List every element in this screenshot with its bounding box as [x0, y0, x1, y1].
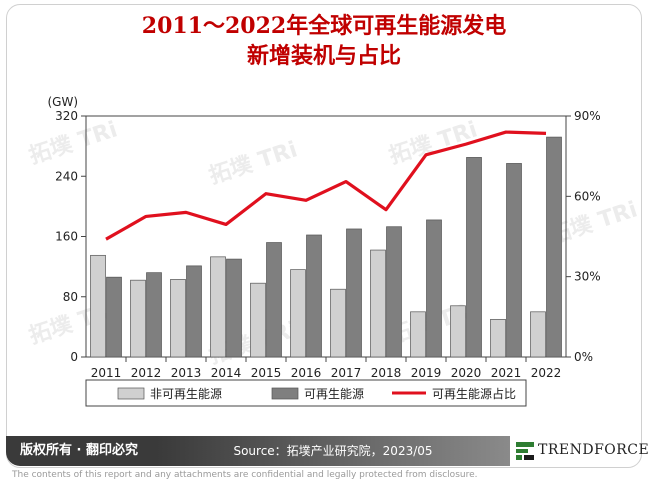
- non-renewable-bar: [450, 305, 466, 358]
- y2-tick-label: 90%: [574, 109, 601, 123]
- trendforce-logo-icon: [516, 442, 534, 460]
- legend-label-renewable: 可再生能源: [304, 387, 364, 401]
- legend-swatch-renewable: [271, 387, 299, 400]
- y2-tick-label: 0%: [574, 350, 593, 364]
- renewable-bar: [106, 276, 122, 358]
- legend-swatch-non-renewable: [117, 387, 145, 400]
- renewable-bar: [546, 136, 562, 358]
- trendforce-logo: TRENDFORCE: [510, 436, 649, 466]
- renewable-bar: [146, 272, 162, 358]
- chart-title: 2011～2022年全球可再生能源发电 新增装机与占比: [7, 11, 641, 71]
- non-renewable-bar: [330, 288, 346, 358]
- y-tick-label: 320: [55, 109, 78, 123]
- renewable-bar: [466, 157, 482, 358]
- non-renewable-bar: [290, 269, 306, 358]
- disclaimer: The contents of this report and any atta…: [12, 470, 478, 480]
- y-tick-label: 240: [55, 169, 78, 183]
- y-tick-label: 0: [70, 350, 78, 364]
- chart-title-line2: 新增装机与占比: [246, 43, 401, 69]
- x-tick-label: 2014: [211, 366, 242, 380]
- source-note: Source：拓墣产业研究院，2023/05: [156, 436, 510, 466]
- x-tick-label: 2013: [171, 366, 202, 380]
- renewable-share-line: [105, 130, 547, 241]
- trendforce-logo-text: TRENDFORCE: [538, 442, 650, 458]
- renewable-bar: [506, 163, 522, 358]
- y-axis-label: (GW): [47, 95, 78, 109]
- y2-tick-label: 60%: [574, 189, 601, 203]
- non-renewable-bar: [490, 318, 506, 358]
- x-tick-label: 2015: [251, 366, 282, 380]
- x-tick-label: 2019: [411, 366, 442, 380]
- non-renewable-bar: [130, 279, 146, 358]
- y-tick-label: 160: [55, 230, 78, 244]
- non-renewable-bar: [410, 311, 426, 358]
- x-tick-label: 2011: [91, 366, 122, 380]
- non-renewable-bar: [210, 256, 226, 358]
- x-tick-label: 2021: [491, 366, 522, 380]
- x-tick-label: 2016: [291, 366, 322, 380]
- footer-bar: 版权所有 · 翻印必究 Source：拓墣产业研究院，2023/05 TREND…: [6, 436, 649, 466]
- x-tick-label: 2022: [531, 366, 562, 380]
- x-tick-label: 2012: [131, 366, 162, 380]
- y-tick-label: 80: [63, 290, 78, 304]
- x-tick-label: 2018: [371, 366, 402, 380]
- renewable-bar: [226, 258, 242, 358]
- renewable-bar: [306, 234, 322, 358]
- x-tick-label: 2020: [451, 366, 482, 380]
- non-renewable-bar: [170, 279, 186, 358]
- renewable-bar: [426, 219, 442, 358]
- non-renewable-bar: [90, 254, 106, 358]
- non-renewable-bar: [370, 249, 386, 358]
- legend-box: [85, 379, 527, 407]
- rights-notice: 版权所有 · 翻印必究: [6, 436, 156, 466]
- legend-label-share: 可再生能源占比: [432, 386, 516, 401]
- non-renewable-bar: [250, 282, 266, 358]
- x-tick-label: 2017: [331, 366, 362, 380]
- y2-tick-label: 30%: [574, 270, 601, 284]
- renewable-bar: [346, 228, 362, 358]
- legend-label-non-renewable: 非可再生能源: [150, 387, 222, 401]
- renewable-bar: [386, 226, 402, 358]
- chart-title-line1: 2011～2022年全球可再生能源发电: [141, 13, 507, 39]
- renewable-bar: [186, 265, 202, 358]
- renewable-bar: [266, 242, 282, 358]
- non-renewable-bar: [530, 311, 546, 358]
